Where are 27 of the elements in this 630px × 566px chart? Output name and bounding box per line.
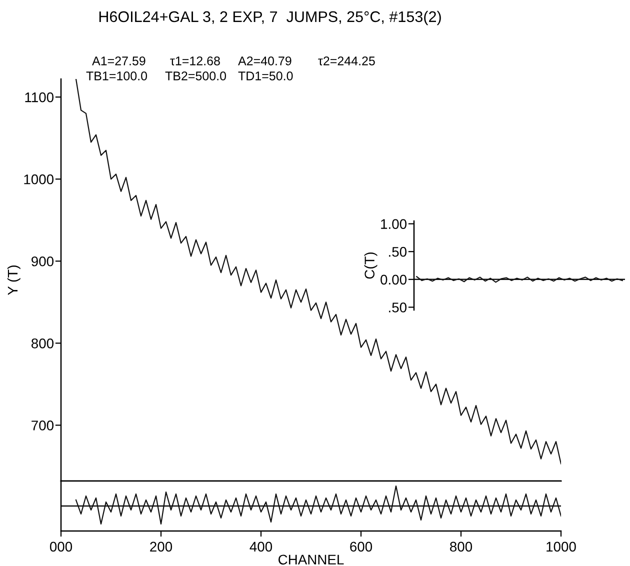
chart-title: H6OIL24+GAL 3, 2 EXP, 7 JUMPS, 25°C, #153(2) <box>99 10 441 26</box>
annotation: TB1=100.0 <box>86 72 148 80</box>
x-tick-label: 000 <box>50 542 72 552</box>
x-axis-title: CHANNEL <box>278 554 344 565</box>
y-tick-label: 700 <box>32 420 54 430</box>
text: τ1=12.68 <box>170 56 220 66</box>
y-tick-label: .50 <box>389 302 407 312</box>
line-series <box>75 79 561 464</box>
y-axis-title: C(T) <box>364 252 378 279</box>
y-tick-label: 900 <box>32 256 54 266</box>
y-tick-label: 1000 <box>24 174 54 184</box>
text: A2=40.79 <box>238 56 292 66</box>
y-tick-label: 1.00 <box>381 219 407 229</box>
x-tick-label: 800 <box>450 542 472 552</box>
annotation: TB2=500.0 <box>165 72 226 80</box>
y-tick-label: 0.00 <box>380 274 407 285</box>
annotation: TD1=50.0 <box>238 72 293 80</box>
y-axis-title: Y (T) <box>7 266 20 295</box>
x-tick-label: 600 <box>350 542 372 552</box>
y-tick-label: 800 <box>31 338 54 348</box>
x-tick-label: 400 <box>250 542 272 552</box>
y-tick-label: .50 <box>389 246 407 257</box>
text: τ2=244.25 <box>318 56 375 66</box>
x-tick-label: 200 <box>150 542 172 552</box>
y-tick-label: 1100 <box>25 92 54 102</box>
x-tick-label: 1000 <box>546 542 576 552</box>
text: A1=27.59 <box>92 56 146 66</box>
